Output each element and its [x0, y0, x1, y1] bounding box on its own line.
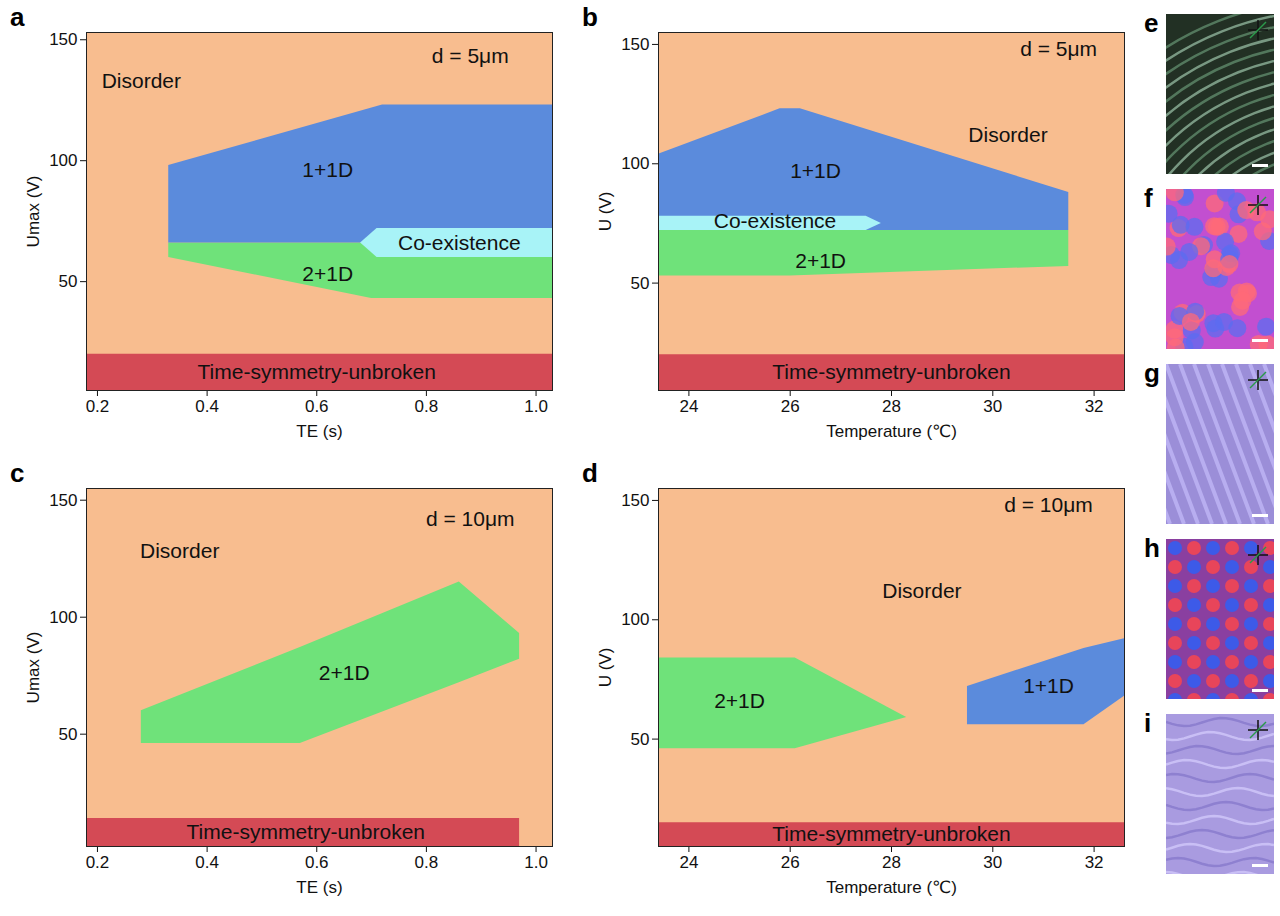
- svg-text:U (V): U (V): [596, 192, 615, 232]
- html-text:g: g: [1144, 358, 1160, 388]
- svg-text:Disorder: Disorder: [140, 539, 219, 562]
- svg-text:1+1D: 1+1D: [302, 158, 353, 181]
- svg-text:0.4: 0.4: [195, 397, 219, 416]
- svg-text:0.2: 0.2: [86, 853, 110, 872]
- svg-text:TE (s): TE (s): [296, 878, 342, 897]
- svg-text:Co-existence: Co-existence: [714, 209, 837, 232]
- svg-text:24: 24: [679, 853, 698, 872]
- svg-text:Time-symmetry-unbroken: Time-symmetry-unbroken: [772, 822, 1010, 845]
- svg-text:0.8: 0.8: [415, 853, 439, 872]
- svg-text:Temperature (℃): Temperature (℃): [826, 422, 957, 441]
- svg-text:d = 5μm: d = 5μm: [1020, 37, 1097, 60]
- svg-text:Time-symmetry-unbroken: Time-symmetry-unbroken: [772, 360, 1010, 383]
- svg-text:100: 100: [49, 608, 77, 627]
- svg-text:0.6: 0.6: [305, 397, 329, 416]
- svg-text:50: 50: [631, 730, 650, 749]
- html-text:f: f: [1144, 183, 1153, 213]
- svg-text:1+1D: 1+1D: [790, 159, 841, 182]
- svg-text:100: 100: [621, 610, 649, 629]
- svg-text:Disorder: Disorder: [102, 69, 181, 92]
- svg-text:Temperature (℃): Temperature (℃): [826, 878, 957, 897]
- svg-text:150: 150: [49, 491, 77, 510]
- svg-text:50: 50: [59, 272, 78, 291]
- svg-text:d = 10μm: d = 10μm: [426, 507, 515, 530]
- svg-text:Co-existence: Co-existence: [398, 231, 521, 254]
- svg-text:2+1D: 2+1D: [795, 249, 846, 272]
- svg-text:100: 100: [621, 154, 649, 173]
- html-text:e: e: [1144, 8, 1159, 38]
- html-text:h: h: [1144, 533, 1160, 563]
- svg-text:0.8: 0.8: [415, 397, 439, 416]
- svg-text:Umax (V): Umax (V): [24, 632, 43, 704]
- html-text:b: b: [582, 2, 598, 32]
- svg-text:2+1D: 2+1D: [714, 689, 765, 712]
- svg-text:1.0: 1.0: [524, 397, 548, 416]
- svg-text:d = 5μm: d = 5μm: [432, 44, 509, 67]
- svg-text:28: 28: [882, 397, 901, 416]
- svg-text:2+1D: 2+1D: [319, 661, 370, 684]
- svg-text:26: 26: [781, 853, 800, 872]
- svg-text:30: 30: [983, 853, 1002, 872]
- html-text:a: a: [10, 2, 25, 32]
- svg-text:150: 150: [621, 491, 649, 510]
- svg-text:Umax (V): Umax (V): [24, 176, 43, 248]
- svg-text:50: 50: [59, 725, 78, 744]
- svg-text:0.4: 0.4: [195, 853, 219, 872]
- svg-text:Disorder: Disorder: [968, 123, 1047, 146]
- html-text:d: d: [582, 458, 598, 488]
- svg-text:0.6: 0.6: [305, 853, 329, 872]
- svg-text:TE (s): TE (s): [296, 422, 342, 441]
- svg-text:100: 100: [49, 151, 77, 170]
- svg-text:1+1D: 1+1D: [1023, 674, 1074, 697]
- svg-text:50: 50: [631, 274, 650, 293]
- svg-text:28: 28: [882, 853, 901, 872]
- svg-text:d = 10μm: d = 10μm: [1004, 493, 1093, 516]
- svg-text:0.2: 0.2: [86, 397, 110, 416]
- svg-text:32: 32: [1085, 397, 1104, 416]
- svg-text:26: 26: [781, 397, 800, 416]
- svg-text:2+1D: 2+1D: [302, 262, 353, 285]
- svg-text:Time-symmetry-unbroken: Time-symmetry-unbroken: [198, 360, 436, 383]
- svg-text:Time-symmetry-unbroken: Time-symmetry-unbroken: [187, 820, 425, 843]
- html-text:c: c: [10, 458, 25, 488]
- svg-text:150: 150: [49, 30, 77, 49]
- svg-text:Disorder: Disorder: [882, 579, 961, 602]
- svg-text:U (V): U (V): [596, 648, 615, 688]
- svg-text:24: 24: [679, 397, 698, 416]
- svg-text:32: 32: [1085, 853, 1104, 872]
- html-text:i: i: [1144, 708, 1152, 738]
- svg-text:1.0: 1.0: [524, 853, 548, 872]
- svg-text:30: 30: [983, 397, 1002, 416]
- svg-text:150: 150: [621, 35, 649, 54]
